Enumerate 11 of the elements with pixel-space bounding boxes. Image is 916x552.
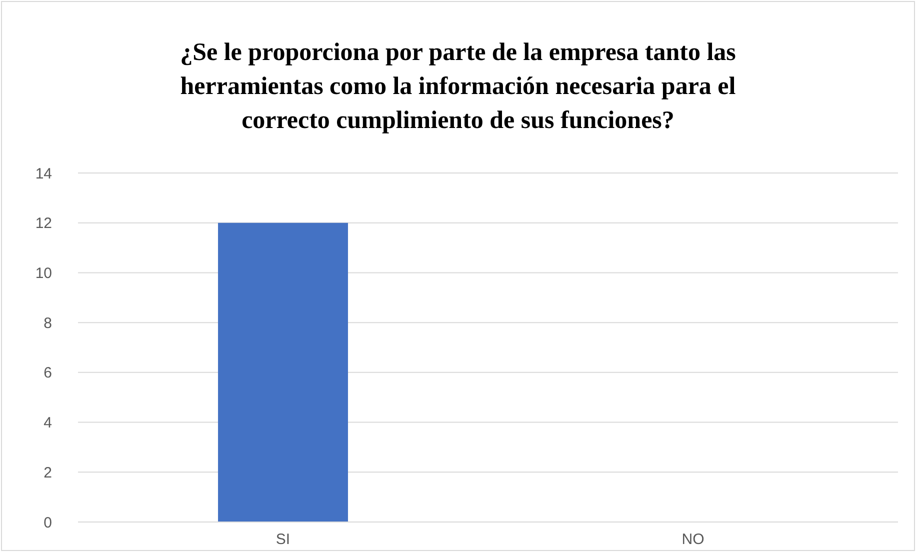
y-tick-label: 4 (44, 414, 52, 432)
y-tick-label: 6 (44, 364, 52, 382)
y-tick-label: 14 (35, 165, 52, 182)
y-tick-label: 0 (44, 514, 52, 532)
y-tick-label: 10 (35, 264, 52, 282)
y-tick-label: 8 (44, 314, 52, 332)
x-tick-label: NO (682, 531, 704, 548)
x-tick-label: SI (276, 531, 290, 548)
y-tick-label: 2 (44, 464, 52, 482)
chart-title: ¿Se le proporciona por parte de la empresa tanto las herramientas como la información necesaria para el correcto cumplimiento de sus funciones? (180, 39, 736, 134)
y-tick-label: 12 (35, 215, 52, 232)
